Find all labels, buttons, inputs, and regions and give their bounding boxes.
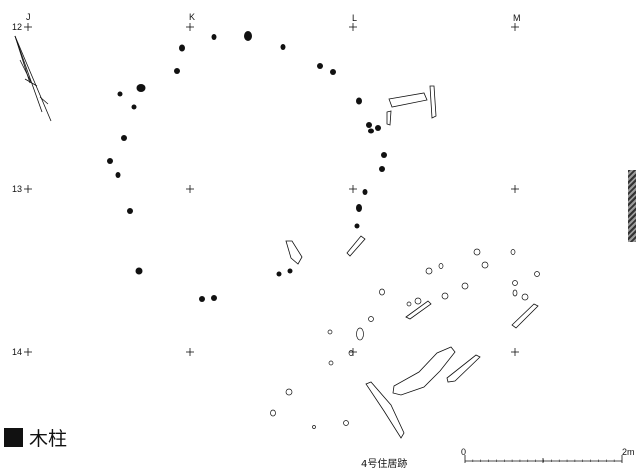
pit-outlines (270, 248, 540, 429)
adjacent-figure-edge (628, 170, 636, 242)
post-hole-0 (244, 31, 252, 41)
post-hole-2 (179, 44, 185, 52)
scale-start-label: 0 (461, 447, 466, 457)
feature-long-3 (386, 110, 392, 126)
pit-21 (343, 420, 349, 426)
column-label-l: L (352, 13, 357, 23)
grid-crosses (24, 23, 519, 356)
feature-long-7 (511, 303, 539, 329)
pit-5 (534, 271, 540, 277)
row-label-14: 14 (12, 347, 22, 357)
grid-cross-6 (349, 185, 357, 193)
post-hole-26 (199, 296, 205, 302)
pit-15 (327, 329, 333, 335)
post-hole-19 (362, 189, 368, 195)
grid-cross-2 (349, 23, 357, 31)
grid-cross-1 (186, 23, 194, 31)
legend: 木柱 (4, 424, 67, 451)
post-hole-7 (136, 84, 146, 92)
post-hole-6 (330, 69, 336, 75)
post-hole-17 (115, 172, 121, 178)
figure-caption: 4号住居跡 (361, 459, 408, 470)
post-hole-14 (121, 135, 127, 141)
post-hole-20 (356, 204, 362, 212)
pit-14 (368, 316, 374, 322)
post-hole-21 (127, 208, 133, 214)
post-hole-3 (280, 44, 286, 50)
post-hole-25 (276, 271, 282, 277)
north-arrow-icon (14, 35, 52, 122)
post-hole-11 (366, 122, 372, 128)
pit-16 (356, 327, 364, 341)
post-hole-1 (211, 34, 217, 40)
pit-7 (461, 282, 469, 290)
post-hole-5 (317, 63, 323, 69)
column-label-m: M (513, 13, 521, 23)
pit-18 (328, 360, 334, 366)
pit-4 (481, 261, 489, 269)
column-label-k: K (189, 12, 195, 22)
grid-cross-8 (24, 348, 32, 356)
pit-13 (414, 297, 422, 305)
post-hole-10 (356, 97, 362, 105)
pit-17 (348, 350, 354, 356)
row-label-12: 12 (12, 22, 22, 32)
post-hole-22 (354, 223, 360, 229)
pit-2 (438, 263, 444, 269)
pit-3 (425, 267, 433, 275)
post-hole-18 (379, 166, 385, 172)
grid-cross-11 (511, 348, 519, 356)
pit-1 (510, 249, 516, 255)
grid-cross-9 (186, 348, 194, 356)
post-hole-27 (211, 295, 217, 301)
post-hole-15 (381, 152, 387, 158)
pit-0 (473, 248, 481, 256)
feature-long-2 (429, 85, 437, 119)
post-hole-9 (131, 104, 137, 110)
post-hole-24 (287, 268, 293, 274)
pit-9 (441, 292, 449, 300)
post-legend-swatch (4, 428, 23, 447)
feature-long-4 (285, 240, 303, 265)
feature-long-9 (446, 354, 481, 383)
scale-ticks (472, 459, 615, 462)
row-label-13: 13 (12, 184, 22, 194)
post-hole-13 (368, 128, 374, 134)
pit-22 (312, 425, 316, 429)
pit-10 (512, 289, 518, 297)
post-hole-4 (174, 68, 180, 74)
pit-12 (406, 301, 412, 307)
legend-label: 木柱 (29, 428, 68, 450)
post-hole-12 (375, 125, 381, 131)
grid-cross-7 (511, 185, 519, 193)
post-hole-8 (117, 91, 123, 97)
grid-cross-3 (511, 23, 519, 31)
feature-long-1 (388, 92, 428, 108)
feature-long-10 (365, 381, 405, 439)
feature-long-8 (392, 346, 456, 396)
pit-11 (521, 293, 529, 301)
pit-8 (379, 288, 385, 296)
feature-long-5 (346, 235, 366, 257)
grid-cross-4 (24, 185, 32, 193)
pit-6 (512, 280, 518, 286)
pit-19 (285, 388, 293, 396)
wooden-post-holes (107, 31, 387, 302)
post-hole-23 (135, 267, 143, 275)
post-hole-16 (107, 158, 113, 164)
feature-long-6 (405, 300, 432, 320)
grid-cross-5 (186, 185, 194, 193)
pit-20 (270, 409, 276, 417)
grid-cross-0 (24, 23, 32, 31)
elongated-features (285, 85, 539, 439)
scale-end-label: 2m (622, 447, 635, 457)
column-label-j: J (26, 12, 31, 22)
